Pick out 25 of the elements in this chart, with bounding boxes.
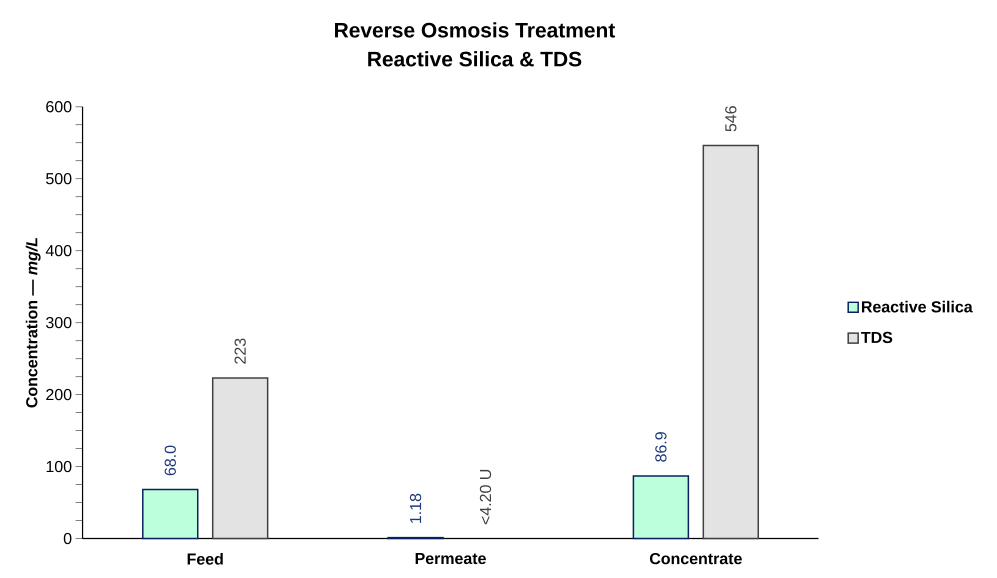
y-tick-label: 400 <box>46 244 72 256</box>
y-axis-title: Concentration — mg/L <box>26 238 41 408</box>
bar <box>632 475 690 540</box>
y-tick-label: 500 <box>46 172 72 184</box>
x-tick-label: Concentrate <box>650 552 742 564</box>
bar <box>212 377 268 540</box>
y-tick-label: 200 <box>46 388 72 400</box>
y-tick-label: 0 <box>64 532 72 544</box>
chart-title: Reverse Osmosis Treatment <box>335 22 616 38</box>
x-tick-label: Permeate <box>416 552 486 564</box>
text: <4.20 U <box>480 470 492 524</box>
x-tick-label: Feed <box>188 552 223 565</box>
data-label: 86.9 <box>655 432 667 462</box>
data-label: 546 <box>725 106 736 132</box>
y-tick-label: 300 <box>46 316 72 328</box>
legend-label: Reactive Silica <box>862 300 973 312</box>
legend-label: TDS <box>861 332 892 343</box>
bar <box>702 144 760 540</box>
y-tick-label: 100 <box>46 460 72 472</box>
y-tick-label: 600 <box>46 100 72 112</box>
bar <box>142 488 198 540</box>
chart-subtitle: Reactive Silica & TDS <box>368 50 582 66</box>
data-label: 223 <box>234 338 246 364</box>
data-label: 68.0 <box>164 445 176 476</box>
data-label: 1.18 <box>410 494 422 523</box>
